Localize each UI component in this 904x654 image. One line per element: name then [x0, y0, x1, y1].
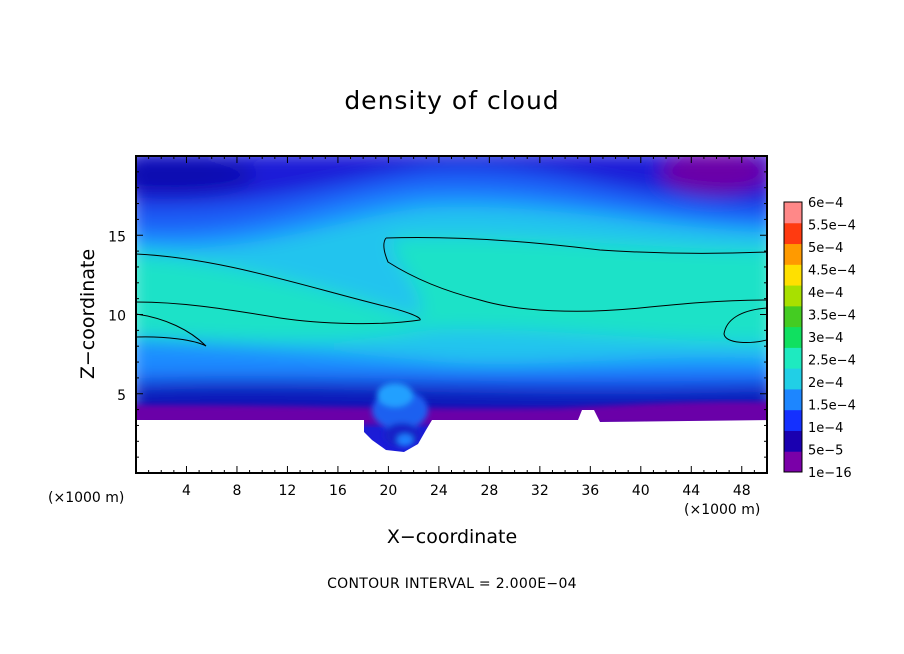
x-tick-label: 20 [379, 483, 397, 499]
colorbar-swatch [784, 202, 802, 224]
colorbar-label: 3.5e−4 [808, 309, 856, 324]
colorbar-label: 5e−4 [808, 241, 843, 256]
colorbar-swatch [784, 243, 802, 265]
x-tick-label: 48 [733, 483, 751, 499]
colorbar-swatch [784, 264, 802, 286]
colorbar-label: 4.5e−4 [808, 264, 856, 279]
density-field [136, 156, 767, 473]
colorbar-swatch [784, 368, 802, 390]
colorbar-swatch [784, 388, 802, 411]
x-unit-left: (×1000 m) [48, 490, 125, 506]
x-tick-label: 8 [232, 483, 241, 499]
x-axis-label: X−coordinate [386, 526, 518, 548]
colorbar-swatch [784, 326, 802, 348]
colorbar-label: 1e−16 [808, 466, 852, 481]
x-tick-label: 28 [480, 483, 498, 499]
y-axis: 5 10 15 [108, 171, 767, 458]
contour-interval-note: CONTOUR INTERVAL = 2.000E−04 [327, 576, 577, 592]
x-unit-right: (×1000 m) [684, 502, 761, 518]
colorbar-label: 6e−4 [808, 196, 843, 211]
colorbar-swatch [784, 222, 802, 245]
x-tick-label: 24 [430, 483, 448, 499]
colorbar-label: 5e−5 [808, 444, 843, 459]
colorbar: 1e−16 5e−5 1e−4 1.5e−4 2e−4 2.5e−4 3e−4 3.5e−4 4… [783, 196, 856, 481]
colorbar-swatch [784, 430, 802, 452]
colorbar-label: 4e−4 [808, 286, 843, 301]
contour-lines [136, 237, 767, 347]
colorbar-swatch [784, 347, 802, 369]
colorbar-swatch [784, 285, 802, 307]
colorbar-frame [783, 201, 803, 473]
x-tick-label: 40 [632, 483, 650, 499]
y-tick-label: 10 [108, 309, 126, 325]
x-axis: 4 8 12 16 20 24 28 32 36 40 44 48 [148, 156, 755, 499]
x-tick-label: 4 [182, 483, 191, 499]
colorbar-swatch [784, 409, 802, 431]
y-tick-label: 15 [108, 229, 126, 245]
colorbar-label: 2.5e−4 [808, 354, 856, 369]
colorbar-label: 1e−4 [808, 421, 843, 436]
colorbar-label: 2e−4 [808, 376, 843, 391]
chart-title: density of cloud [344, 86, 560, 115]
x-tick-label: 32 [531, 483, 549, 499]
colorbar-swatch [784, 305, 802, 328]
colorbar-label: 1.5e−4 [808, 399, 856, 414]
x-tick-label: 12 [279, 483, 297, 499]
x-tick-label: 36 [581, 483, 599, 499]
x-tick-label: 44 [682, 483, 700, 499]
x-tick-label: 16 [329, 483, 347, 499]
y-axis-label: Z−coordinate [77, 248, 99, 380]
colorbar-label: 3e−4 [808, 331, 843, 346]
y-tick-label: 5 [117, 388, 126, 404]
colorbar-swatch [784, 451, 802, 473]
colorbar-label: 5.5e−4 [808, 219, 856, 234]
